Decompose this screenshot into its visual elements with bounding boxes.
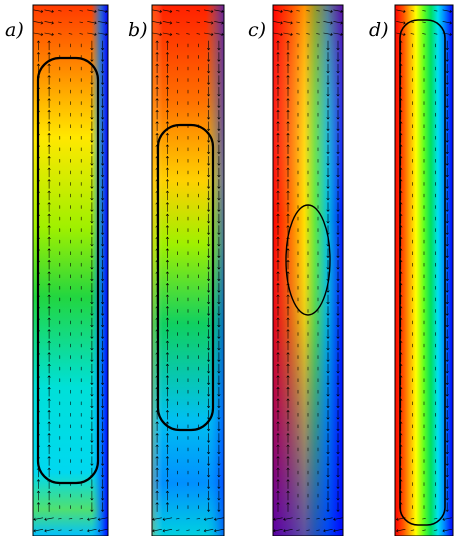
panel-c-label: c) [248,19,266,41]
panel-d-vectors [396,9,452,533]
panel-c-frame [272,4,344,536]
velocity-arrows [273,9,343,533]
panel-d-field [395,5,453,536]
panel-d-frame [394,4,454,536]
panel-c-shade [273,5,343,536]
panel-b-vectors [152,9,224,533]
panel-d: d) [369,4,454,536]
panel-c-vectors [273,9,343,533]
panel-a-frame [32,4,109,536]
panel-a: a) [5,4,109,536]
panel-c: c) [248,4,344,536]
velocity-arrows [396,9,452,533]
panel-c-vortex [285,204,331,316]
panel-b-vortex [156,123,215,432]
velocity-arrows [152,9,224,533]
panel-a-vectors [33,9,108,533]
panel-d-label: d) [369,19,389,41]
panel-a-shade [33,5,108,536]
panel-b: b) [128,4,225,536]
velocity-arrows [33,9,108,533]
panel-a-label: a) [5,19,24,41]
panel-a-vortex [36,56,100,485]
panel-b-frame [151,4,225,536]
panel-b-label: b) [128,19,148,41]
